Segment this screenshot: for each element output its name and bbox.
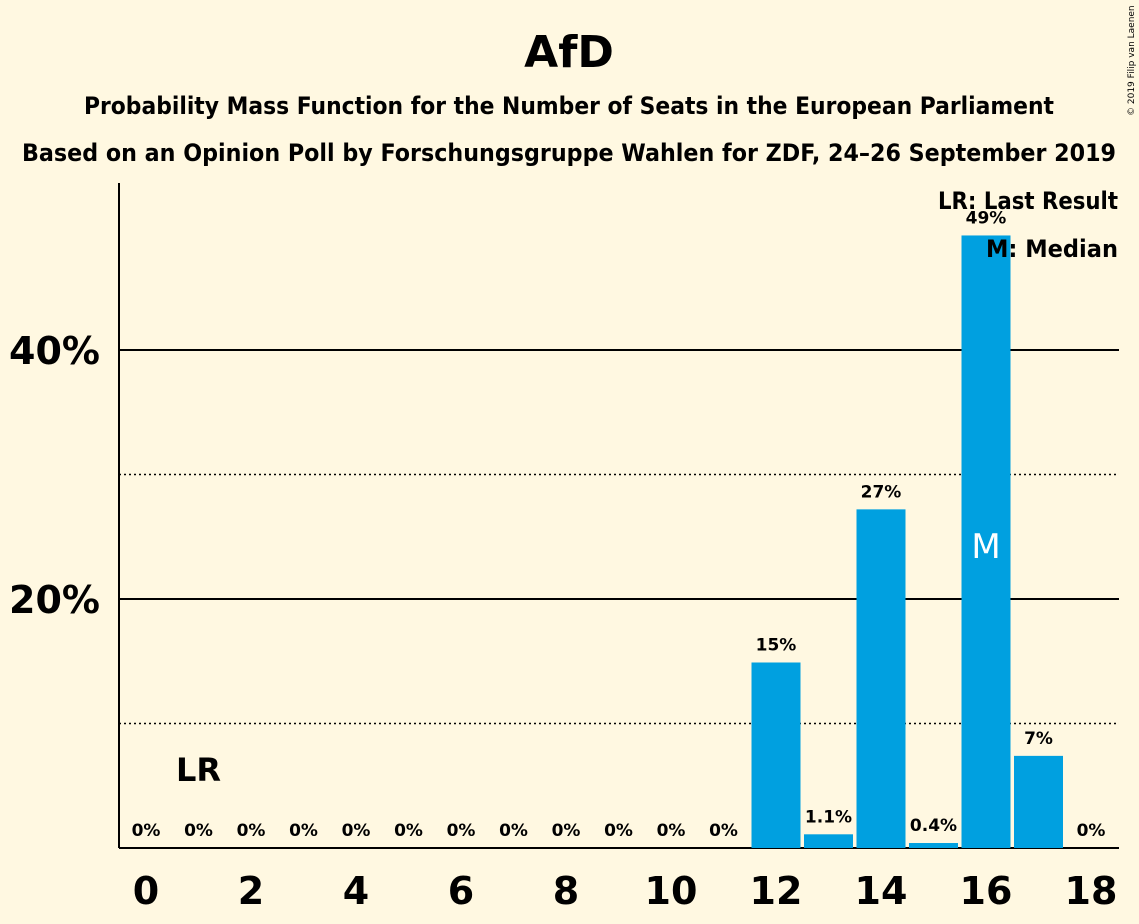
data-label: 27% xyxy=(861,482,902,502)
data-label: 0% xyxy=(499,821,528,841)
copyright-text: © 2019 Filip van Laenen xyxy=(1127,5,1137,116)
data-label: 0% xyxy=(289,821,318,841)
value-labels: 0% 0% 0% 0% 0% 0% 0% 0% 0% 0% 0% 0% 15% 1.1% 27% 0.4% 49… xyxy=(132,208,1106,841)
x-tick-label: 10 xyxy=(645,869,698,913)
data-label: 0% xyxy=(237,821,266,841)
x-tick-label: 12 xyxy=(750,869,803,913)
chart-subtitle-1: Probability Mass Function for the Number… xyxy=(84,92,1054,120)
gridlines xyxy=(119,349,1119,725)
data-label: 0% xyxy=(552,821,581,841)
chart-subtitle-2: Based on an Opinion Poll by Forschungsgr… xyxy=(22,139,1116,167)
data-label: 0% xyxy=(447,821,476,841)
data-label: 0% xyxy=(709,821,738,841)
data-label: 7% xyxy=(1024,729,1053,749)
x-tick-label: 2 xyxy=(238,869,264,913)
data-label: 1.1% xyxy=(805,807,852,827)
data-label: 0% xyxy=(342,821,371,841)
x-tick-label: 18 xyxy=(1065,869,1118,913)
bar xyxy=(804,834,853,848)
y-tick-label: 20% xyxy=(9,578,100,622)
data-label: 0% xyxy=(604,821,633,841)
legend-median: M: Median xyxy=(986,235,1118,263)
median-marker: M xyxy=(971,527,1000,567)
x-tick-label: 8 xyxy=(553,869,579,913)
chart-title: AfD xyxy=(524,27,614,78)
last-result-marker: LR xyxy=(176,751,221,789)
data-label: 15% xyxy=(756,635,797,655)
data-label: 0% xyxy=(184,821,213,841)
bar xyxy=(1014,755,1063,848)
bar xyxy=(856,509,906,848)
bar xyxy=(961,235,1011,848)
data-label: 0% xyxy=(657,821,686,841)
bars xyxy=(751,235,1063,848)
x-tick-label: 6 xyxy=(448,869,474,913)
legend-last-result: LR: Last Result xyxy=(938,187,1118,215)
data-label: 0% xyxy=(132,821,161,841)
axes: 20% 40% 0 2 4 6 8 10 12 14 16 18 xyxy=(9,183,1119,913)
data-label: 0.4% xyxy=(910,816,957,836)
data-label: 0% xyxy=(1077,821,1106,841)
x-tick-label: 16 xyxy=(960,869,1013,913)
x-tick-label: 14 xyxy=(855,869,908,913)
x-tick-label: 0 xyxy=(133,869,159,913)
data-label: 49% xyxy=(966,208,1007,228)
markers: LR M xyxy=(176,527,1001,789)
bar xyxy=(751,662,801,848)
bar xyxy=(909,843,958,848)
x-tick-label: 4 xyxy=(343,869,369,913)
data-label: 0% xyxy=(394,821,423,841)
y-tick-label: 40% xyxy=(9,329,100,373)
